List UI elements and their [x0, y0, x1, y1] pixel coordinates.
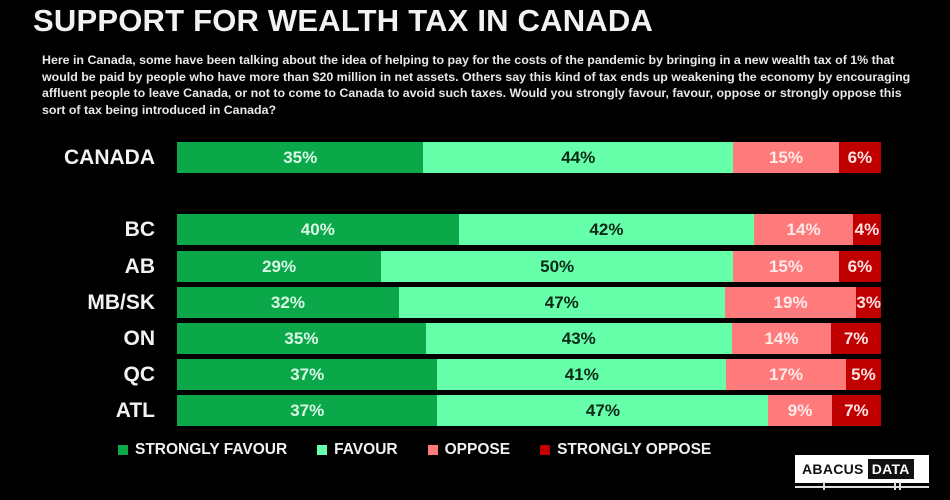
strongly-favour-segment: 37%: [177, 395, 438, 426]
strongly-favour-segment: 40%: [177, 214, 459, 245]
stacked-bar: 37% 47% 9% 7%: [177, 395, 881, 426]
strongly-favour-segment: 32%: [177, 287, 399, 318]
favour-segment: 43%: [425, 323, 732, 354]
favour-segment: 44%: [423, 142, 734, 173]
strongly-favour-segment: 35%: [177, 142, 424, 173]
bar-row-ab: AB 29% 50% 15% 6%: [0, 251, 950, 282]
strongly-oppose-segment: 3%: [856, 287, 881, 318]
logo-tick: [899, 482, 901, 490]
oppose-segment: 9%: [768, 395, 832, 426]
logo-underline: [795, 486, 929, 488]
bar-row-mbsk: MB/SK 32% 47% 19% 3%: [0, 287, 950, 318]
oppose-segment: 14%: [731, 323, 832, 354]
stacked-bar: 37% 41% 17% 5%: [177, 359, 882, 390]
chart-legend: STRONGLY FAVOUR FAVOUR OPPOSE STRONGLY OPPO…: [118, 440, 741, 460]
stacked-bar: 35% 44% 15% 6%: [177, 142, 881, 173]
survey-question: Here in Canada, some have been talking a…: [42, 53, 911, 117]
logo-text-data: DATA: [867, 459, 914, 479]
bar-row-canada: CANADA 35% 44% 15% 6%: [0, 142, 950, 173]
legend-label: OPPOSE: [444, 441, 511, 458]
legend-item: STRONGLY OPPOSE: [540, 441, 711, 459]
strongly-oppose-segment: 7%: [831, 323, 882, 354]
strongly-oppose-segment: 6%: [838, 251, 881, 282]
oppose-segment: 17%: [726, 359, 846, 390]
row-label: ON: [123, 326, 156, 350]
legend-item: FAVOUR: [317, 441, 398, 459]
bar-row-bc: BC 40% 42% 14% 4%: [0, 214, 950, 245]
favour-segment: 50%: [381, 251, 734, 282]
stacked-bar: 29% 50% 15% 6%: [177, 251, 881, 282]
strongly-oppose-segment: 6%: [838, 142, 881, 173]
logo-tick: [894, 482, 896, 490]
strongly-oppose-segment: 4%: [852, 214, 881, 245]
strongly-favour-segment: 37%: [177, 359, 438, 390]
chart-title: SUPPORT FOR WEALTH TAX IN CANADA: [33, 3, 654, 38]
row-label: ATL: [115, 398, 155, 422]
stacked-bar: 40% 42% 14% 4%: [177, 214, 881, 245]
legend-item: STRONGLY FAVOUR: [118, 441, 287, 459]
bar-row-qc: QC 37% 41% 17% 5%: [0, 359, 950, 390]
row-label: CANADA: [64, 145, 155, 169]
logo-tick: [823, 482, 825, 490]
stacked-bar: 32% 47% 19% 3%: [177, 287, 881, 318]
legend-label: FAVOUR: [334, 441, 398, 458]
strongly-favour-segment: 29%: [177, 251, 382, 282]
legend-swatch-icon: [540, 445, 551, 455]
logo-wordmark: ABACUS DATA: [795, 455, 929, 483]
legend-swatch-icon: [118, 445, 128, 455]
row-label: BC: [124, 217, 155, 241]
oppose-segment: 15%: [733, 142, 839, 173]
favour-segment: 47%: [437, 395, 769, 426]
legend-swatch-icon: [427, 445, 438, 455]
strongly-oppose-segment: 5%: [845, 359, 882, 390]
row-label: AB: [124, 254, 155, 278]
legend-swatch-icon: [317, 445, 328, 455]
oppose-segment: 19%: [724, 287, 857, 318]
bar-row-on: ON 35% 43% 14% 7%: [0, 323, 950, 354]
bar-row-atl: ATL 37% 47% 9% 7%: [0, 395, 950, 426]
strongly-oppose-segment: 7%: [831, 395, 881, 426]
favour-segment: 47%: [398, 287, 725, 318]
favour-segment: 41%: [437, 359, 727, 390]
oppose-segment: 15%: [733, 251, 839, 282]
row-label: QC: [123, 362, 156, 386]
favour-segment: 42%: [458, 214, 755, 245]
legend-label: STRONGLY FAVOUR: [135, 441, 288, 458]
row-label: MB/SK: [87, 290, 155, 314]
stacked-bar: 35% 43% 14% 7%: [177, 323, 882, 354]
abacus-data-logo: ABACUS DATA: [795, 455, 929, 491]
legend-item: OPPOSE: [427, 441, 511, 459]
logo-text-abacus: ABACUS: [802, 461, 864, 477]
strongly-favour-segment: 35%: [177, 323, 426, 354]
oppose-segment: 14%: [754, 214, 853, 245]
legend-label: STRONGLY OPPOSE: [557, 441, 712, 458]
